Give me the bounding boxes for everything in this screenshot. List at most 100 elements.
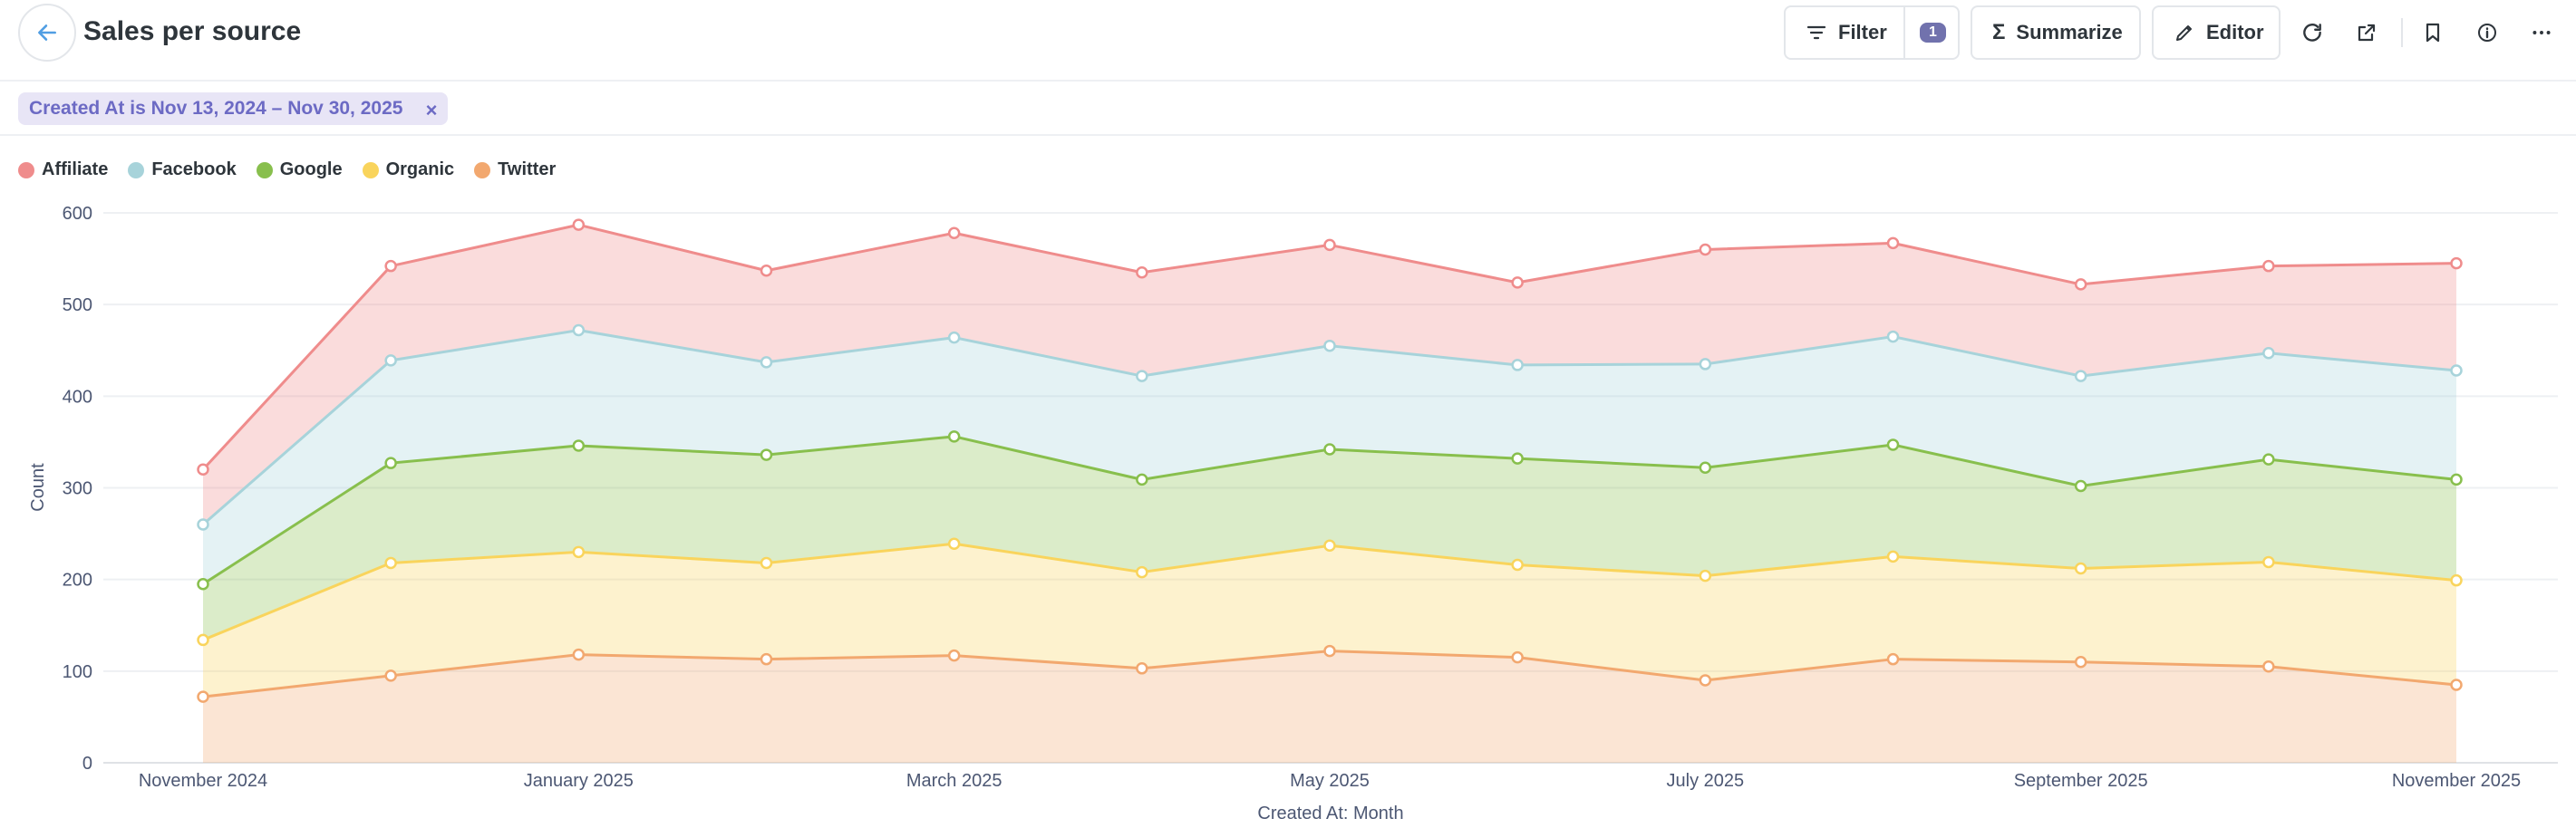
active-filter-label: Created At is Nov 13, 2024 – Nov 30, 202… (29, 98, 403, 119)
data-point-organic (760, 556, 773, 570)
data-point-organic (572, 545, 586, 559)
legend-item-organic[interactable]: Organic (362, 159, 454, 180)
data-point-twitter (1511, 650, 1524, 664)
data-point-twitter (2074, 655, 2087, 669)
x-tick-label: November 2025 (2392, 771, 2521, 791)
data-point-organic (1886, 550, 1900, 563)
filter-button-label: Filter (1838, 21, 1887, 43)
data-point-facebook (1699, 358, 1712, 371)
data-point-google (2450, 473, 2463, 486)
external-link-icon (2358, 24, 2376, 42)
data-point-facebook (2450, 364, 2463, 377)
legend-dot-twitter (474, 161, 491, 178)
area-chart: 0 100 200 300 400 500 600 November 2024 January … (28, 204, 2558, 823)
data-point-facebook (384, 354, 397, 367)
data-point-organic (384, 556, 397, 570)
legend-dot-facebook (128, 161, 145, 178)
bookmark-button[interactable] (2418, 18, 2447, 47)
y-tick-label: 200 (63, 571, 92, 591)
data-point-affiliate (2074, 278, 2087, 291)
pencil-icon (2174, 22, 2195, 43)
data-point-facebook (760, 356, 773, 369)
data-point-twitter (1323, 644, 1336, 658)
back-button[interactable] (18, 4, 76, 62)
more-button[interactable] (2527, 18, 2556, 47)
data-point-organic (1699, 569, 1712, 582)
summarize-button[interactable]: Σ Summarize (1971, 5, 2141, 60)
summarize-button-label: Summarize (2016, 21, 2123, 43)
x-tick-label: November 2024 (139, 771, 267, 791)
data-point-organic (1136, 565, 1148, 579)
data-point-affiliate (760, 264, 773, 277)
refresh-icon (2303, 24, 2321, 42)
data-point-facebook (1136, 370, 1148, 382)
filter-icon (1806, 22, 1827, 43)
data-point-twitter (947, 649, 961, 662)
data-point-affiliate (947, 226, 961, 240)
sigma-icon: Σ (1992, 20, 2006, 44)
x-tick-label: May 2025 (1290, 771, 1370, 791)
editor-button-label: Editor (2206, 21, 2264, 43)
data-point-facebook (1511, 359, 1524, 371)
data-point-affiliate (572, 218, 586, 231)
y-tick-label: 0 (82, 754, 92, 774)
legend-item-twitter[interactable]: Twitter (474, 159, 556, 180)
more-horizontal-icon (2532, 31, 2551, 34)
legend-item-facebook[interactable]: Facebook (128, 159, 237, 180)
open-external-button[interactable] (2352, 18, 2381, 47)
x-axis-label: Created At: Month (1257, 804, 1403, 823)
data-point-facebook (197, 518, 209, 531)
data-point-google (2074, 479, 2087, 493)
data-point-twitter (1886, 652, 1900, 666)
legend-item-google[interactable]: Google (256, 159, 343, 180)
data-point-affiliate (384, 259, 397, 273)
header: Sales per source Filter 1 Σ Summarize Ed… (0, 0, 2576, 82)
refresh-button[interactable] (2298, 18, 2327, 47)
data-point-google (1886, 438, 1900, 451)
data-point-facebook (947, 331, 961, 344)
active-filter-pill[interactable]: Created At is Nov 13, 2024 – Nov 30, 202… (18, 92, 449, 125)
area-affiliate (203, 225, 2456, 525)
data-point-google (1323, 443, 1336, 456)
y-axis-label: Count (28, 463, 48, 512)
data-point-organic (947, 537, 961, 550)
data-point-twitter (760, 652, 773, 666)
filter-button-group: Filter 1 (1784, 5, 1960, 60)
data-point-google (1511, 452, 1524, 465)
info-button[interactable] (2473, 18, 2502, 47)
data-point-organic (1511, 558, 1524, 572)
data-point-google (1699, 461, 1712, 474)
data-point-twitter (2262, 660, 2275, 673)
remove-filter-icon[interactable]: × (425, 99, 438, 121)
data-point-google (197, 577, 209, 591)
filter-button[interactable]: Filter (1786, 7, 1905, 58)
info-icon (2478, 24, 2496, 42)
data-point-google (384, 457, 397, 469)
chart-legend: Affiliate Facebook Google Organic Twitter (18, 159, 556, 180)
data-point-organic (2262, 555, 2275, 569)
data-point-affiliate (1323, 238, 1336, 252)
data-point-affiliate (197, 463, 209, 477)
y-tick-label: 100 (63, 662, 92, 682)
filter-count-badge[interactable]: 1 (1920, 23, 1946, 43)
data-point-affiliate (2450, 256, 2463, 270)
y-tick-label: 600 (63, 204, 92, 224)
editor-button[interactable]: Editor (2152, 5, 2281, 60)
y-tick-label: 400 (63, 387, 92, 407)
data-point-facebook (2074, 370, 2087, 382)
data-point-facebook (572, 323, 586, 337)
arrow-left-icon (38, 24, 56, 41)
page-title: Sales per source (83, 16, 302, 46)
data-point-organic (197, 633, 209, 647)
data-point-twitter (572, 648, 586, 661)
data-point-google (2262, 453, 2275, 466)
area-twitter (203, 650, 2456, 763)
data-point-google (947, 430, 961, 443)
data-point-twitter (2450, 679, 2463, 691)
legend-label-twitter: Twitter (498, 159, 557, 179)
data-point-twitter (384, 669, 397, 682)
legend-item-affiliate[interactable]: Affiliate (18, 159, 108, 180)
data-point-organic (2450, 573, 2463, 587)
x-tick-label: September 2025 (2014, 771, 2148, 791)
x-tick-label: July 2025 (1667, 771, 1745, 791)
